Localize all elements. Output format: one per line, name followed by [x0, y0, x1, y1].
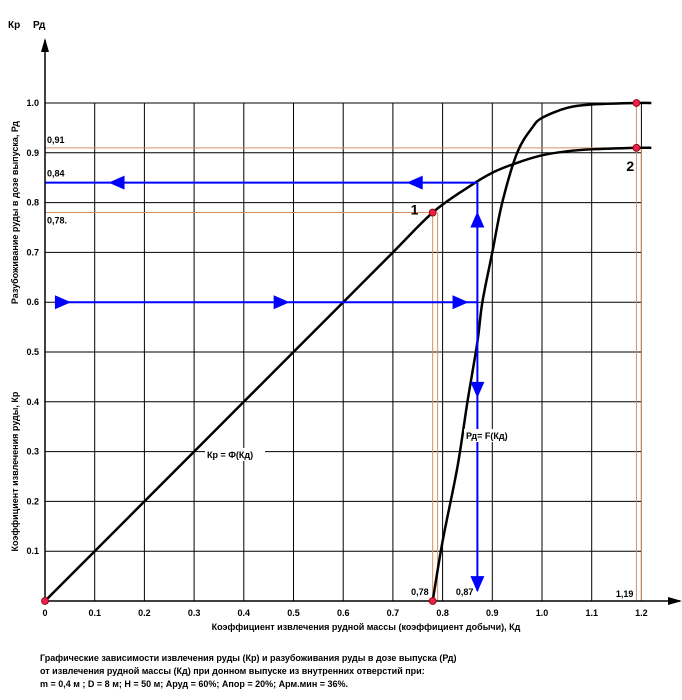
x-value-label-119: 1,19 [616, 589, 634, 599]
arrow-head-right [452, 295, 469, 310]
series-kr-curve [44, 146, 652, 602]
x-value-label-087: 0,87 [456, 587, 474, 597]
arrow-head-up [470, 211, 485, 228]
data-point-marker [632, 143, 641, 152]
x-tick-label: 0.7 [387, 608, 400, 618]
arrow-head-down [470, 576, 485, 593]
y-axis-arrow [41, 38, 49, 52]
chart-caption: Графические зависимости извлечения руды … [40, 652, 640, 691]
x-tick-label: 0.5 [287, 608, 300, 618]
guide-lines [432, 103, 642, 601]
y-value-label-078: 0,78. [47, 216, 67, 226]
arrow-head-down [470, 381, 485, 398]
curve-label-kr: Кр = Ф(Кд) [207, 450, 253, 460]
x-tick-label: 0 [42, 608, 47, 618]
y-tick-label: 0.6 [26, 297, 39, 307]
grid [44, 102, 642, 601]
x-axis-label: Коэффициент извлечения рудной массы (коэ… [212, 622, 521, 632]
x-tick-label: 0.8 [436, 608, 449, 618]
y-tick-label: 0.8 [26, 198, 39, 208]
curve-label-kr-bg [205, 448, 265, 461]
y-tick-label: 0.9 [26, 148, 39, 158]
arrow-head-left [406, 175, 423, 190]
arrow-head-right [54, 295, 71, 310]
point-label-1: 1 [411, 202, 419, 218]
data-point-marker [428, 208, 437, 217]
x-tick-label: 1.0 [536, 608, 549, 618]
point-label-2: 2 [626, 158, 634, 174]
y-value-label-091: 0,91 [47, 135, 65, 145]
axes [41, 38, 682, 605]
x-value-label-078: 0,78 [411, 587, 429, 597]
series-rd-curve [431, 101, 652, 602]
labels: 0 0.1 0.2 0.3 0.4 0.5 0.6 0.7 0.8 0.9 1.0 1.1 1.2 0.1… [8, 20, 648, 632]
y-tick-label: 0.2 [26, 496, 39, 506]
y-tick-label: 0.1 [26, 546, 39, 556]
y-tick-label: 0.5 [26, 347, 39, 357]
y-tick-label: 0.7 [26, 247, 39, 257]
x-tick-label: 1.1 [585, 608, 598, 618]
data-point-marker [41, 597, 49, 605]
arrows [45, 175, 485, 593]
y-axis-label-lower: Коэффициент извлечения руды, Кр [10, 391, 20, 551]
x-tick-label: 0.6 [337, 608, 350, 618]
x-tick-label: 0.2 [138, 608, 151, 618]
x-tick-label: 1.2 [635, 608, 648, 618]
data-point-marker [632, 99, 641, 107]
curve-label-rd-bg [464, 429, 519, 442]
arrow-head-left [108, 175, 125, 190]
x-tick-label: 0.9 [486, 608, 499, 618]
x-tick-label: 0.1 [88, 608, 101, 618]
x-axis-arrow [668, 597, 682, 605]
y-value-label-084: 0,84 [47, 169, 65, 179]
caption-line-2: от извлечения рудной массы (Кд) при донн… [40, 666, 425, 676]
y-tick-label: 1.0 [26, 98, 39, 108]
y-axis-symbol-rd: Рд [33, 20, 46, 31]
caption-line-3: m = 0,4 м ; D = 8 м; Н = 50 м; Аруд = 60… [40, 679, 349, 689]
curves [44, 101, 652, 602]
x-tick-label: 0.4 [238, 608, 251, 618]
curve-label-rd: Рд= F(Кд) [466, 431, 508, 441]
y-axis-label-upper: Разубоживание руды в дозе выпуска, Рд [10, 121, 20, 304]
y-tick-label: 0.4 [26, 397, 39, 407]
caption-line-1: Графические зависимости извлечения руды … [40, 653, 457, 663]
arrow-head-right [273, 295, 290, 310]
y-tick-label: 0.3 [26, 447, 39, 457]
data-point-marker [428, 597, 437, 605]
y-axis-symbol-kr: Кр [8, 20, 20, 31]
x-tick-label: 0.3 [188, 608, 201, 618]
